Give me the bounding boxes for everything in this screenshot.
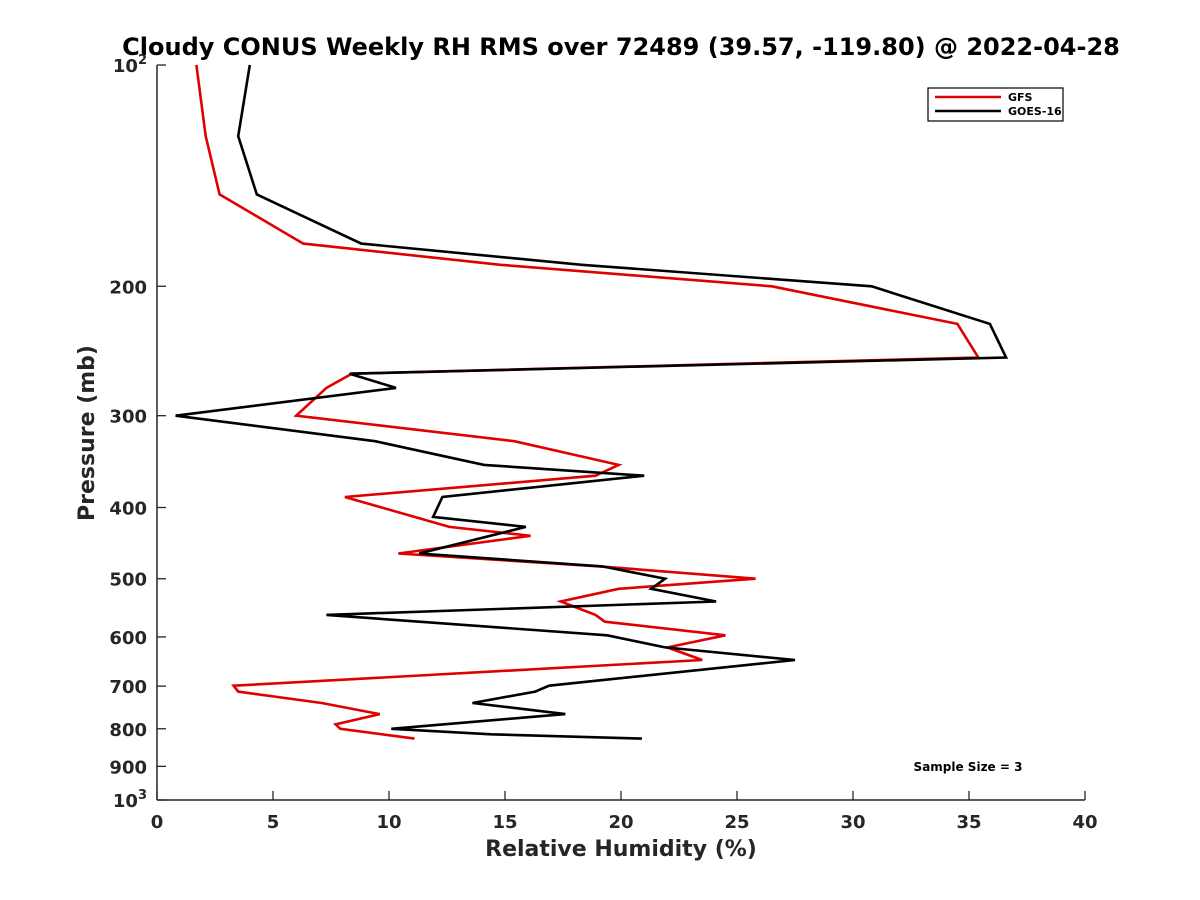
x-tick-label: 5 [267,812,280,833]
x-tick-label: 30 [840,812,865,833]
x-tick-label: 0 [151,812,164,833]
legend: GFS GOES-16 [927,87,1064,122]
legend-label-gfs: GFS [1008,91,1033,104]
y-tick-label: 700 [109,677,147,698]
series-line-gfs [195,64,981,740]
x-tick-label: 15 [492,812,517,833]
x-tick-label: 20 [608,812,633,833]
x-axis-ticks: 0 5 10 15 20 25 30 35 40 [151,791,1098,833]
y-tick-label: 900 [109,757,147,778]
series-line-goes-16 [175,64,1009,740]
x-tick-label: 25 [724,812,749,833]
y-tick-label: 300 [109,407,147,428]
x-tick-label: 35 [956,812,981,833]
y-axis-label: Pressure (mb) [75,345,100,521]
legend-box [927,87,1064,122]
x-tick-label: 40 [1072,812,1097,833]
series-layer [175,64,1009,740]
y-tick-label: 600 [109,628,147,649]
y-tick-label: 500 [109,570,147,591]
y-axis-ticks: 102 200 300 400 500 600 700 800 900 103 [109,53,166,812]
x-axis-label: Relative Humidity (%) [485,837,757,862]
y-tick-label: 102 [113,53,147,77]
sample-size-annotation: Sample Size = 3 [914,760,1023,774]
chart-title: Cloudy CONUS Weekly RH RMS over 72489 (3… [122,33,1120,61]
y-tick-label: 103 [113,788,147,812]
y-tick-label: 800 [109,720,147,741]
x-tick-label: 10 [376,812,401,833]
legend-label-goes-16: GOES-16 [1008,105,1062,118]
y-tick-label: 200 [109,277,147,298]
y-tick-label: 400 [109,499,147,520]
